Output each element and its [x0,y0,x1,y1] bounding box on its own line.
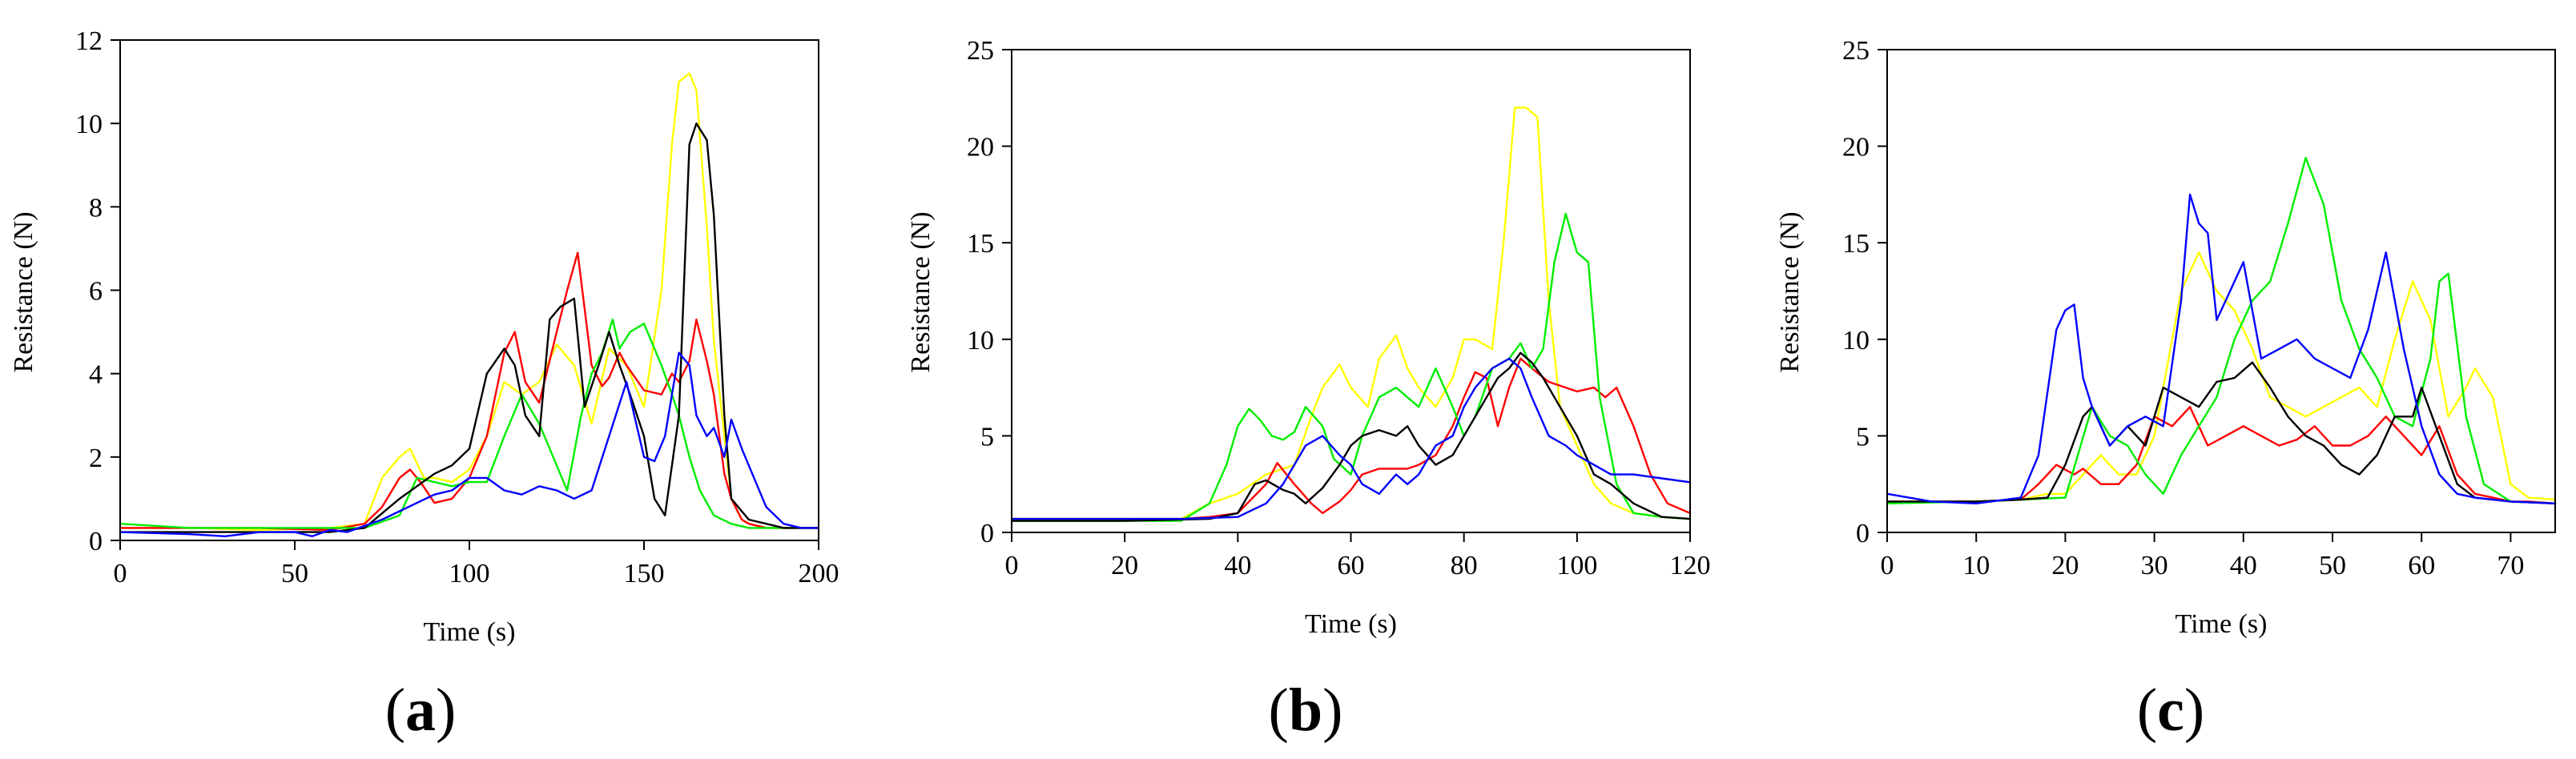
x-tick-label: 60 [1338,551,1365,580]
panel-label: (b) [1269,677,1343,744]
series-line-yellow [1010,106,1692,522]
x-tick-label: 60 [2408,551,2435,580]
x-tick-label: 50 [281,559,308,588]
series-line-blue [1010,357,1692,520]
x-tick-label: 150 [624,559,665,588]
plot-frame [1886,49,2556,533]
x-tick-label: 30 [2141,551,2168,580]
x-tick-label: 10 [1962,551,1990,580]
series-group [1886,156,2557,504]
x-tick-label: 0 [114,559,127,588]
series-line-red [1886,406,2557,504]
series-line-green [1010,212,1692,522]
x-tick-label: 200 [799,559,839,588]
y-axis-title: Resistance (N) [9,211,38,372]
panel-label: (a) [385,677,457,744]
series-group [119,72,820,537]
y-tick-label: 20 [967,133,994,163]
plot-frame [119,39,819,541]
x-tick-label: 80 [1451,551,1478,580]
y-axis-title: Resistance (N) [906,211,936,372]
y-tick-label: 5 [980,422,994,452]
series-line-yellow [1886,251,2557,503]
x-axis-title: Time (s) [2176,609,2268,639]
x-tick-label: 20 [1111,551,1138,580]
chart-panel-3: 0 10 20 30 40 50 60 70 0 5 10 15 20 25 Time (s) Resista… [1775,36,2557,744]
series-line-black [1010,351,1692,522]
y-tick-label: 0 [980,519,994,548]
x-axis-title: Time (s) [424,617,516,647]
y-tick-label: 8 [89,193,103,223]
y-tick-label: 12 [75,26,103,56]
series-line-blue [119,351,820,537]
series-line-green [119,318,820,529]
series-line-black [119,122,820,533]
y-tick-label: 10 [75,110,103,139]
series-line-red [1010,357,1692,520]
series-group [1010,106,1692,522]
panel-label: (c) [2137,677,2204,744]
x-tick-label: 0 [1881,551,1894,580]
y-axis-title: Resistance (N) [1775,211,1805,372]
series-line-black [1886,361,2557,504]
y-tick-label: 0 [1856,519,1870,548]
x-tick-label: 0 [1005,551,1019,580]
x-tick-label: 40 [2230,551,2257,580]
y-tick-label: 4 [89,360,103,390]
y-tick-label: 25 [1842,36,1870,66]
x-tick-label: 120 [1670,551,1711,580]
y-tick-label: 10 [967,326,994,355]
y-tick-label: 15 [1842,229,1870,259]
x-tick-label: 100 [449,559,490,588]
y-tick-label: 2 [89,444,103,473]
x-tick-label: 100 [1556,551,1597,580]
series-line-green [1886,156,2557,504]
y-tick-label: 6 [89,277,103,307]
x-tick-label: 20 [2051,551,2079,580]
y-tick-label: 0 [89,527,103,556]
chart-panel-2: 0 20 40 60 80 100 120 0 5 10 15 20 25 Time (s) Resista… [906,36,1711,744]
y-tick-label: 20 [1842,133,1870,163]
x-axis-title: Time (s) [1305,609,1397,639]
series-line-yellow [119,72,820,532]
chart-panel-1: 0 50 100 150 200 0 2 4 6 8 10 12 Time (s) Resistance … [9,26,839,744]
x-tick-label: 70 [2497,551,2524,580]
y-tick-label: 5 [1856,422,1870,452]
y-tick-label: 10 [1842,326,1870,355]
series-line-red [119,251,820,532]
series-line-blue [1886,193,2557,504]
y-tick-label: 15 [967,229,994,259]
y-tick-label: 25 [967,36,994,66]
x-tick-label: 40 [1224,551,1251,580]
x-tick-label: 50 [2319,551,2346,580]
